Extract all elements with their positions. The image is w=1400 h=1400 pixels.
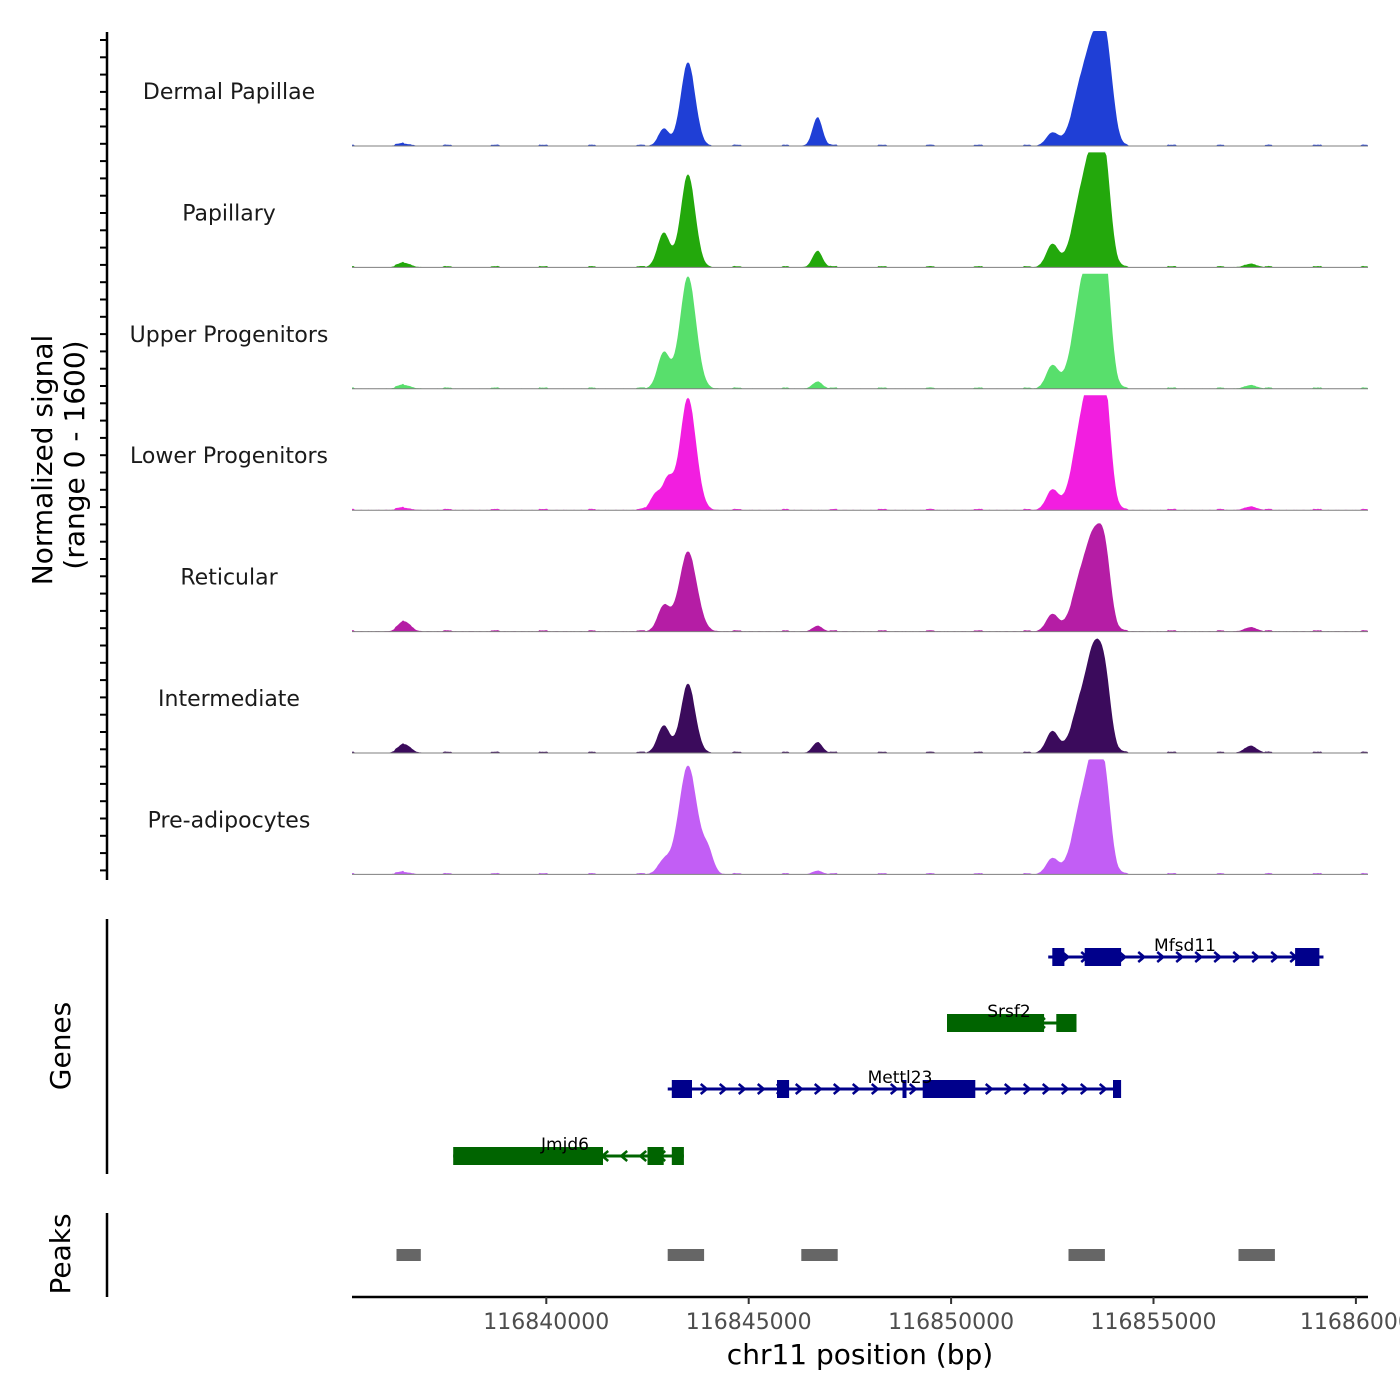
strand-arrow (870, 1083, 880, 1095)
exon (671, 1147, 684, 1165)
strand-arrow (1251, 951, 1261, 963)
strand-arrow (984, 1083, 994, 1095)
x-axis-ticks: 116840000 116845000 116850000 116855000 1168… (483, 1297, 1400, 1335)
strand-arrow (794, 1083, 804, 1095)
exon (647, 1147, 664, 1165)
track-upper-progenitors: Upper Progenitors (130, 273, 1368, 390)
peaks-axis-title: Peaks (44, 1213, 77, 1294)
exon (453, 1147, 603, 1165)
x-axis-title: chr11 position (bp) (727, 1338, 993, 1371)
gene-label: Mettl23 (868, 1068, 933, 1088)
peak-region (396, 1249, 421, 1261)
strand-arrow (1194, 951, 1204, 963)
peak-region (667, 1249, 705, 1261)
exon (922, 1080, 976, 1098)
strand-arrow (832, 1083, 842, 1095)
peak-region (801, 1249, 838, 1261)
strand-arrow (1003, 1083, 1013, 1095)
exon (1295, 948, 1320, 966)
exon (1113, 1080, 1122, 1098)
strand-arrow (889, 1083, 899, 1095)
track-label: Dermal Papillae (143, 80, 315, 105)
coverage-tracks: Dermal Papillae Papillary Upper Progenitor… (130, 31, 1368, 875)
track-intermediate: Intermediate (158, 638, 1368, 754)
coverage-area (352, 152, 1368, 268)
signal-axis-title-line1: Normalized signal (26, 335, 59, 586)
track-label: Pre-adipocytes (148, 808, 311, 833)
track-label: Papillary (182, 201, 276, 226)
strand-arrow (1232, 951, 1242, 963)
exon (1084, 948, 1122, 966)
exon (1056, 1014, 1077, 1032)
strand-arrow (813, 1083, 823, 1095)
exon (777, 1080, 790, 1098)
signal-axis-title-line2: (range 0 - 1600) (58, 340, 91, 569)
strand-arrow (1022, 1083, 1032, 1095)
signal-axis-ticks (100, 39, 107, 872)
gene-label: Mfsd11 (1154, 936, 1216, 956)
strand-arrow (851, 1083, 861, 1095)
coverage-area (352, 31, 1368, 146)
strand-arrow (1041, 1083, 1051, 1095)
gene-models: Mfsd11 Srsf2 Mettl23 Jmjd6 (453, 936, 1324, 1165)
gene-mfsd11: Mfsd11 (1048, 936, 1324, 966)
strand-arrow (619, 1150, 628, 1162)
strand-arrow (1213, 951, 1223, 963)
exon (671, 1080, 692, 1098)
exon (1052, 948, 1065, 966)
peak-region (1068, 1249, 1105, 1261)
track-label: Upper Progenitors (130, 323, 329, 348)
gene-mettl23: Mettl23 (667, 1068, 1122, 1098)
strand-arrow (1079, 1083, 1089, 1095)
strand-arrow (737, 1083, 747, 1095)
track-label: Reticular (180, 566, 278, 591)
coverage-area (352, 523, 1368, 632)
track-papillary: Papillary (182, 152, 1368, 268)
strand-arrow (908, 1083, 918, 1095)
strand-arrow (1137, 951, 1147, 963)
strand-arrow (718, 1083, 728, 1095)
gene-label: Jmjd6 (540, 1135, 589, 1155)
signal-axis-title: Normalized signal (range 0 - 1600) (26, 335, 91, 586)
x-tick-label: 116850000 (888, 1310, 1014, 1335)
coverage-area (352, 395, 1368, 511)
track-lower-progenitors: Lower Progenitors (130, 395, 1368, 511)
coverage-area (352, 759, 1368, 875)
gene-jmjd6: Jmjd6 (453, 1135, 684, 1165)
strand-arrow (1175, 951, 1185, 963)
track-label: Lower Progenitors (130, 444, 328, 469)
exon (947, 1014, 1045, 1032)
strand-arrow (638, 1150, 647, 1162)
genes-axis-title: Genes (44, 1002, 77, 1090)
strand-arrow (699, 1083, 709, 1095)
track-dermal-papillae: Dermal Papillae (143, 31, 1368, 147)
coverage-area (352, 273, 1368, 389)
strand-arrow (1098, 1083, 1108, 1095)
track-pre-adipocytes: Pre-adipocytes (148, 759, 1368, 875)
strand-arrow (1156, 951, 1166, 963)
peak-regions (396, 1249, 1275, 1261)
peak-region (1238, 1249, 1275, 1261)
track-reticular: Reticular (180, 523, 1368, 633)
x-tick-label: 11686000 (1300, 1310, 1400, 1335)
strand-arrow (1118, 951, 1128, 963)
exon (902, 1080, 907, 1098)
strand-arrow (1270, 951, 1280, 963)
gene-label: Srsf2 (987, 1002, 1030, 1022)
strand-arrow (1060, 1083, 1070, 1095)
x-tick-label: 116855000 (1091, 1310, 1217, 1335)
x-tick-label: 116845000 (686, 1310, 812, 1335)
gene-srsf2: Srsf2 (947, 1002, 1077, 1032)
strand-arrow (756, 1083, 766, 1095)
coverage-area (352, 638, 1368, 753)
x-tick-label: 116840000 (483, 1310, 609, 1335)
track-label: Intermediate (158, 687, 300, 712)
